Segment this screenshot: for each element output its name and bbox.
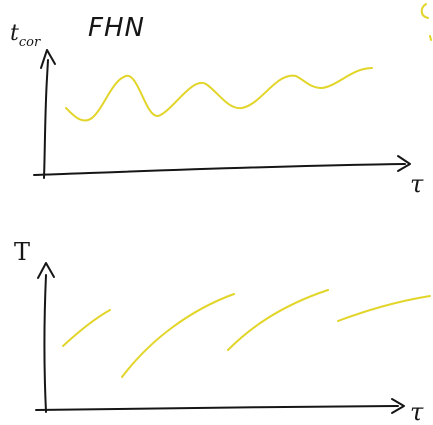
bottom-y-label: T <box>14 238 30 266</box>
corner-mark <box>420 3 429 19</box>
bottom-segment-3 <box>227 289 329 351</box>
bottom-y-axis <box>43 274 47 413</box>
bottom-plot: T τ <box>14 238 431 425</box>
top-y-label: tcor <box>10 21 41 50</box>
bottom-x-arrowhead <box>391 398 405 414</box>
top-x-arrowhead <box>397 155 411 172</box>
bottom-segment-1 <box>62 309 111 347</box>
bottom-x-axis <box>35 405 399 411</box>
bottom-segment-2 <box>121 293 235 378</box>
top-oscillation-curve <box>65 67 373 122</box>
bottom-y-arrowhead <box>37 262 55 279</box>
corner-dot <box>429 35 432 41</box>
top-y-arrowhead <box>40 49 56 69</box>
bottom-x-label: τ <box>410 398 424 425</box>
top-x-axis <box>33 163 406 176</box>
sketch-title: FHN <box>88 13 145 43</box>
top-x-label: τ <box>410 170 424 198</box>
top-plot: tcor τ <box>10 21 424 198</box>
top-y-axis <box>43 59 49 179</box>
bottom-segment-4 <box>337 295 431 322</box>
